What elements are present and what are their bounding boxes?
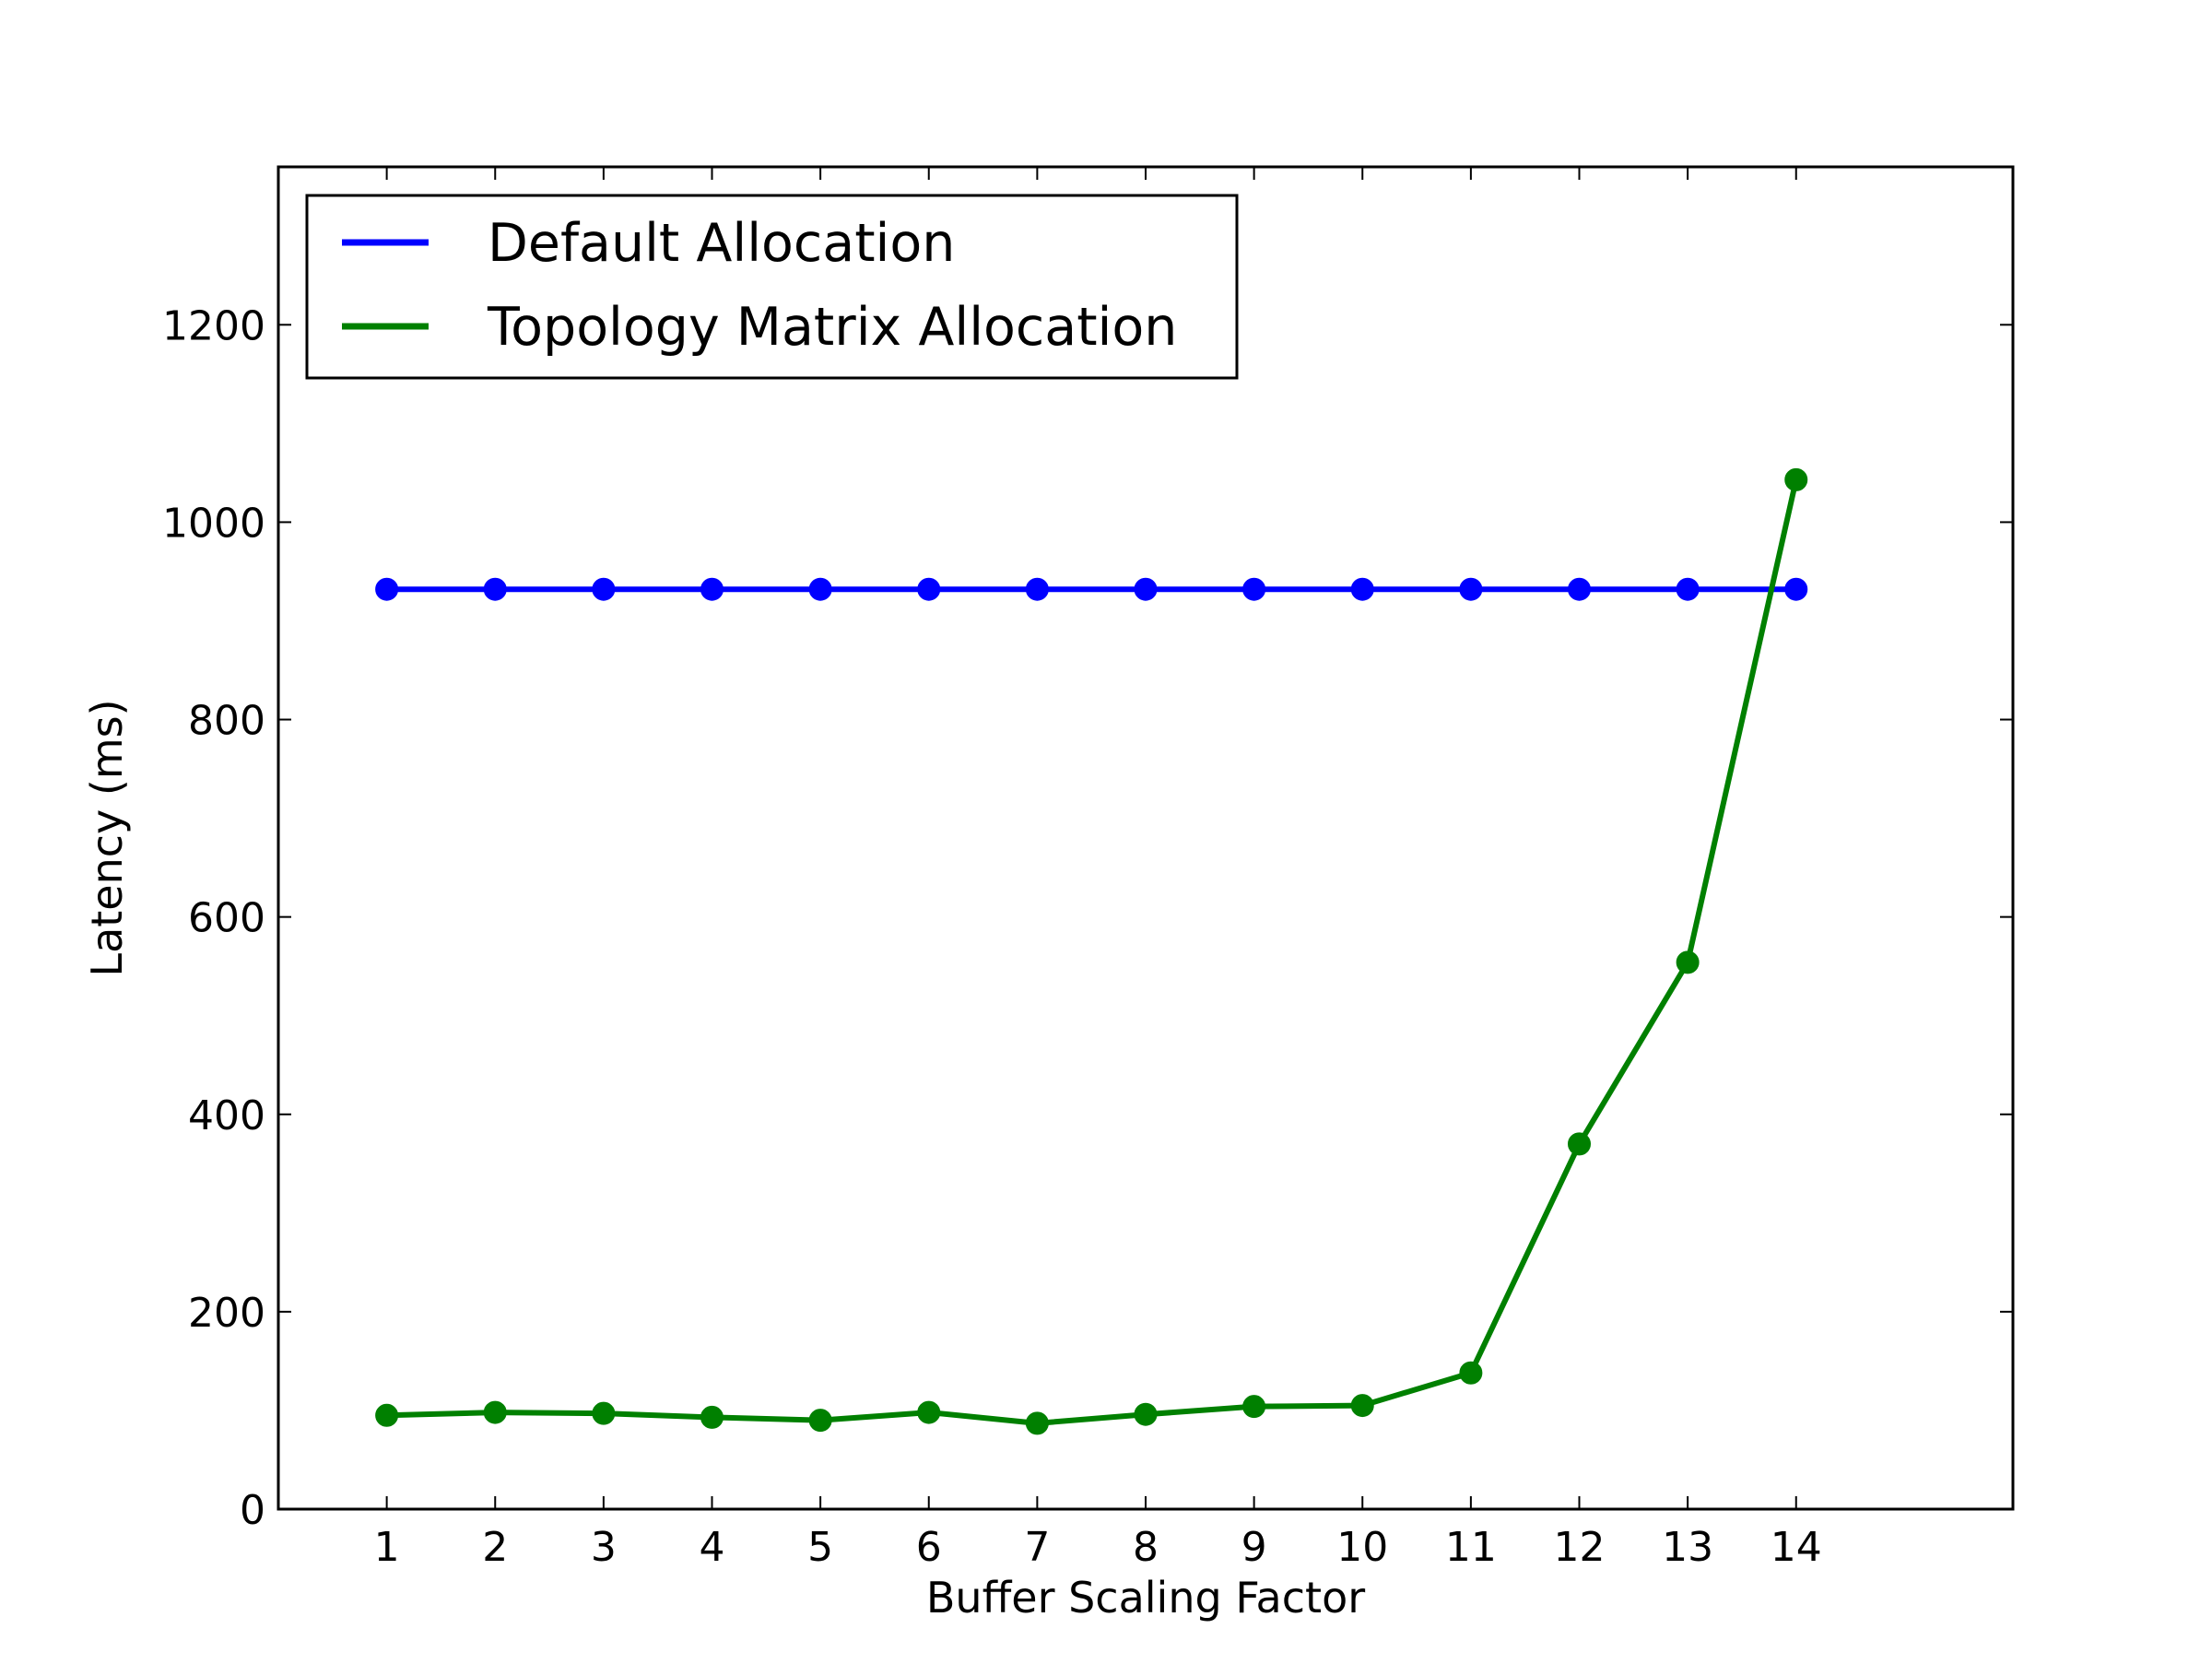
data-point [1568, 577, 1591, 601]
data-point [1134, 1402, 1158, 1426]
data-point [1350, 577, 1374, 601]
x-tick-label: 3 [591, 1524, 617, 1571]
data-point [1568, 1132, 1591, 1156]
data-point [700, 577, 724, 601]
y-tick-label: 200 [188, 1290, 265, 1337]
x-tick-label: 5 [807, 1524, 833, 1571]
data-point [1242, 577, 1266, 601]
data-point [592, 1401, 616, 1425]
series-layer [375, 467, 1808, 1435]
data-point [808, 1409, 832, 1433]
series-0 [375, 577, 1808, 601]
x-tick-label: 7 [1024, 1524, 1050, 1571]
x-tick-label: 8 [1133, 1524, 1159, 1571]
x-tick-label: 13 [1662, 1524, 1713, 1571]
legend: Default Allocation Topology Matrix Alloca… [305, 194, 1239, 380]
data-point [375, 1403, 399, 1427]
x-tick-labels: 1 2 3 4 5 6 7 8 9 10 11 12 13 14 [374, 1524, 1822, 1571]
data-point [483, 1400, 507, 1424]
x-tick-label: 11 [1445, 1524, 1497, 1571]
data-point [1242, 1395, 1266, 1419]
data-point [917, 1400, 941, 1424]
x-axis-label: Buffer Scaling Factor [926, 1573, 1365, 1623]
data-point [1350, 1394, 1374, 1418]
x-tick-label: 9 [1241, 1524, 1267, 1571]
legend-box [305, 194, 1239, 380]
y-tick-label: 1000 [162, 500, 265, 547]
data-point [1134, 577, 1158, 601]
x-tick-label: 2 [482, 1524, 508, 1571]
legend-label: Default Allocation [488, 213, 955, 274]
y-tick-label: 600 [188, 895, 265, 942]
legend-label: Topology Matrix Allocation [487, 297, 1177, 358]
x-tick-label: 10 [1336, 1524, 1388, 1571]
y-tick-label: 0 [240, 1487, 265, 1534]
series-line [386, 478, 1799, 1426]
y-tick-label: 800 [188, 698, 265, 745]
x-tick-label: 1 [374, 1524, 400, 1571]
data-point [483, 577, 507, 601]
data-point [1459, 1361, 1483, 1385]
x-tick-label: 4 [700, 1524, 725, 1571]
y-tick-labels: 0 200 400 600 800 1000 1200 [162, 302, 265, 1534]
data-point [1676, 577, 1700, 601]
x-tick-label: 6 [916, 1524, 942, 1571]
data-point [1784, 467, 1808, 491]
data-point [917, 577, 941, 601]
data-point [808, 577, 832, 601]
series-1 [375, 467, 1808, 1435]
y-axis-label: Latency (ms) [82, 699, 132, 976]
data-point [1025, 577, 1049, 601]
data-point [1459, 577, 1483, 601]
plot-frame [276, 165, 2015, 1511]
y-tick-label: 1200 [162, 302, 265, 349]
data-point [1676, 950, 1700, 974]
x-tick-label: 14 [1771, 1524, 1822, 1571]
data-point [592, 577, 616, 601]
y-tick-label: 400 [188, 1092, 265, 1139]
data-point [700, 1405, 724, 1429]
x-tick-label: 12 [1554, 1524, 1606, 1571]
data-point [1025, 1411, 1049, 1435]
axis-ticks [278, 167, 2013, 1510]
data-point [1784, 577, 1808, 601]
data-point [375, 577, 399, 601]
